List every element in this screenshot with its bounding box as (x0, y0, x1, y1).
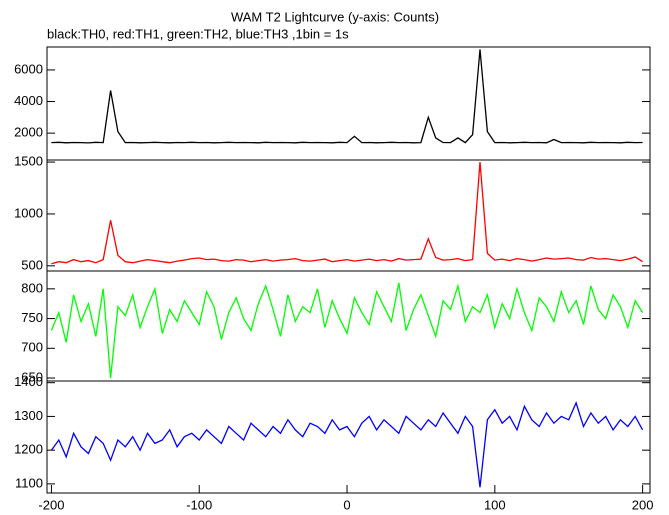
y-tick-label: 1500 (14, 154, 43, 169)
line-series (51, 162, 643, 265)
y-tick-label: 1000 (14, 205, 43, 220)
y-tick-label: 1300 (14, 408, 43, 423)
x-tick-label: 100 (484, 497, 506, 512)
y-tick-label: 1100 (15, 475, 43, 490)
line-series (51, 49, 643, 144)
line-series (50, 282, 644, 379)
x-tick-label: -100 (186, 497, 212, 512)
x-tick-label: -200 (38, 497, 64, 512)
y-tick-label: 2000 (14, 125, 43, 140)
chart-title: WAM T2 Lightcurve (y-axis: Counts) (231, 9, 439, 24)
y-tick-label: 1400 (14, 374, 43, 389)
y-tick-label: 800 (21, 280, 43, 295)
y-tick-label: 650 (21, 369, 43, 384)
y-tick-label: 4000 (14, 93, 43, 108)
y-tick-label: 700 (21, 340, 43, 355)
line-series (50, 401, 644, 488)
y-tick-label: 1200 (14, 442, 43, 457)
x-tick-label: 0 (343, 497, 350, 512)
y-tick-label: 6000 (14, 61, 43, 76)
x-tick-label: 200 (632, 497, 654, 512)
y-tick-label: 750 (21, 310, 43, 325)
y-tick-label: 500 (21, 257, 43, 272)
chart-subtitle: black:TH0, red:TH1, green:TH2, blue:TH3 … (47, 26, 349, 41)
panel-frame (46, 159, 651, 272)
panel-frame (46, 380, 651, 494)
